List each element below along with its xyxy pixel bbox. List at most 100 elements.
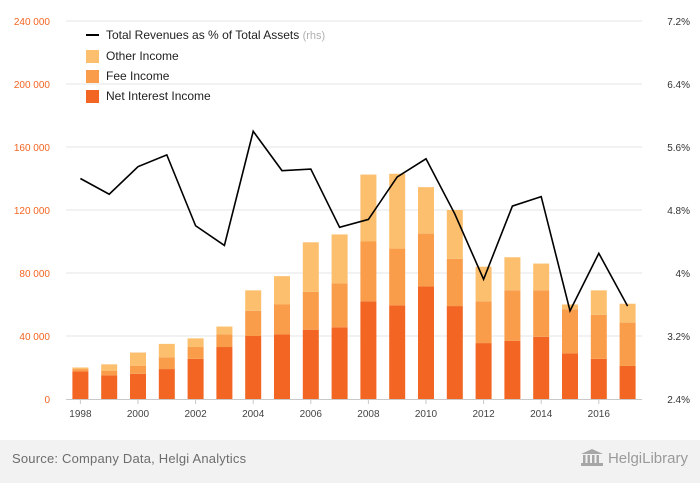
legend-label: Net Interest Income xyxy=(106,89,211,103)
bar-segment xyxy=(360,174,377,242)
x-tick-label: 2016 xyxy=(588,409,611,420)
y2-tick-label: 5.6% xyxy=(667,143,690,154)
bar-segment xyxy=(590,358,607,399)
source-note: Source: Company Data, Helgi Analytics xyxy=(12,451,247,466)
bar-segment xyxy=(475,301,492,344)
y2-tick-label: 6.4% xyxy=(667,80,690,91)
bar-segment xyxy=(245,290,262,311)
bar-segment xyxy=(562,309,578,354)
bars-group xyxy=(72,173,636,399)
bar-segment xyxy=(331,327,348,399)
brand-logo[interactable]: HelgiLibrary xyxy=(580,449,688,467)
bar-segment xyxy=(389,305,406,399)
x-tick-label: 2014 xyxy=(530,409,553,420)
bar-segment xyxy=(619,322,636,366)
bar-segment xyxy=(302,291,319,330)
bar-segment xyxy=(245,310,262,336)
bar-segment xyxy=(101,370,118,376)
y2-tick-label: 4% xyxy=(676,269,691,280)
bar-segment xyxy=(418,233,434,287)
bar-segment xyxy=(101,375,118,399)
bar-segment xyxy=(302,242,319,292)
bar-segment xyxy=(158,357,175,370)
bar-segment xyxy=(360,241,377,302)
legend-label: Fee Income xyxy=(106,69,170,83)
y2-tick-label: 7.2% xyxy=(667,17,690,28)
bar-segment xyxy=(590,314,607,359)
y-tick-label: 0 xyxy=(44,395,50,406)
bar-segment xyxy=(158,343,175,358)
y2-tick-label: 3.2% xyxy=(667,332,690,343)
bar-segment xyxy=(533,290,550,337)
bar-segment xyxy=(302,329,319,399)
bar-segment xyxy=(562,353,578,399)
axes-group: 0 2.4% 40 000 3.2% 80 000 4% 120 000 4.8% 160 00… xyxy=(14,17,690,420)
x-tick-label: 2012 xyxy=(472,409,495,420)
bar-segment xyxy=(130,373,146,399)
bar-segment xyxy=(533,336,550,399)
legend-label-suffix: (rhs) xyxy=(303,30,326,42)
legend-swatch xyxy=(86,70,99,83)
bar-segment xyxy=(187,347,204,359)
bar-segment xyxy=(274,304,290,335)
bar-segment xyxy=(130,365,146,374)
bar-segment xyxy=(446,306,463,399)
bar-segment xyxy=(216,326,233,335)
legend-swatch xyxy=(86,90,99,103)
bar-segment xyxy=(504,257,521,291)
library-icon xyxy=(580,449,603,466)
revenue-ratio-line xyxy=(80,129,629,314)
bar-segment xyxy=(101,364,118,371)
legend-label: Other Income xyxy=(106,49,179,63)
bar-segment xyxy=(158,369,175,399)
x-tick-label: 1998 xyxy=(69,409,92,420)
bar-segment xyxy=(446,210,463,259)
bar-segment xyxy=(619,303,636,323)
bar-segment xyxy=(418,187,434,234)
x-tick-label: 2010 xyxy=(415,409,438,420)
line-group xyxy=(80,129,629,314)
bar-segment xyxy=(389,173,406,249)
bar-segment xyxy=(533,263,550,291)
bar-segment xyxy=(216,334,233,348)
bar-segment xyxy=(216,347,233,399)
bar-segment xyxy=(360,301,377,399)
legend-label: Total Revenues as % of Total Assets (rhs… xyxy=(106,28,325,42)
y-tick-label: 40 000 xyxy=(19,332,50,343)
y-tick-label: 200 000 xyxy=(14,80,51,91)
x-tick-label: 2000 xyxy=(127,409,150,420)
x-tick-label: 2004 xyxy=(242,409,265,420)
bar-segment xyxy=(446,258,463,307)
bar-segment xyxy=(72,371,89,399)
bar-segment xyxy=(475,266,492,302)
bar-segment xyxy=(504,340,521,399)
y2-tick-label: 2.4% xyxy=(667,395,690,406)
bar-segment xyxy=(418,286,434,399)
legend-swatch xyxy=(86,50,99,63)
bar-segment xyxy=(187,358,204,399)
bar-segment xyxy=(331,283,348,328)
y-tick-label: 120 000 xyxy=(14,206,51,217)
bar-segment xyxy=(274,276,290,305)
bar-segment xyxy=(331,234,348,284)
bar-segment xyxy=(245,336,262,399)
bar-segment xyxy=(187,338,204,348)
bar-segment xyxy=(504,290,521,341)
bar-segment xyxy=(72,367,89,370)
x-tick-label: 2008 xyxy=(357,409,380,420)
bar-segment xyxy=(562,304,578,310)
x-tick-label: 2006 xyxy=(300,409,323,420)
bar-segment xyxy=(590,290,607,315)
footer: Source: Company Data, Helgi Analytics He… xyxy=(0,440,700,483)
stacked-bar-line-chart: 0 2.4% 40 000 3.2% 80 000 4% 120 000 4.8% 160 00… xyxy=(14,17,690,420)
y-tick-label: 240 000 xyxy=(14,17,51,28)
bar-segment xyxy=(130,352,146,366)
y-tick-label: 80 000 xyxy=(19,269,50,280)
brand-name: HelgiLibrary xyxy=(607,449,688,467)
bar-segment xyxy=(619,365,636,399)
bar-segment xyxy=(475,343,492,399)
y-tick-label: 160 000 xyxy=(14,143,51,154)
legend: Total Revenues as % of Total Assets (rhs… xyxy=(86,28,325,103)
y2-tick-label: 4.8% xyxy=(667,206,690,217)
